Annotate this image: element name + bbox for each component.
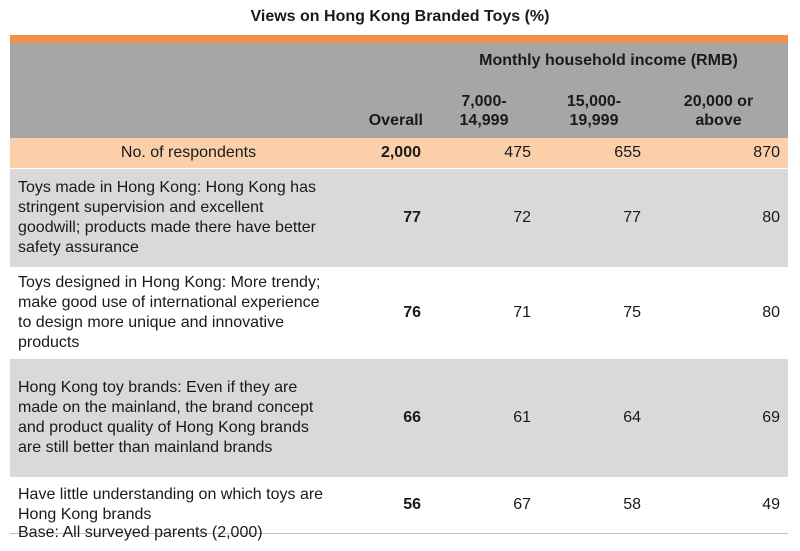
- table-cell: 61: [429, 359, 539, 477]
- table-header: Monthly household income (RMB) Overall 7…: [10, 43, 788, 138]
- table-cell: 77: [539, 168, 649, 267]
- table-title: Views on Hong Kong Branded Toys (%): [250, 8, 550, 25]
- base-note: Base: All surveyed parents (2,000): [18, 524, 263, 541]
- income-band-header: 7,000- 14,999: [429, 72, 539, 138]
- table-cell: 66: [335, 359, 429, 477]
- table-row: Have little understanding on which toys …: [10, 477, 788, 534]
- income-band-header: 20,000 or above: [649, 72, 788, 138]
- table-cell: 80: [649, 168, 788, 267]
- header-empty-cell: [335, 43, 429, 72]
- table-cell: 80: [762, 304, 780, 321]
- table-cell: 76: [403, 304, 421, 321]
- income-band-line: 20,000 or: [683, 93, 754, 110]
- income-band-line: above: [695, 112, 742, 129]
- row-label: Hong Kong toy brands: Even if they are m…: [10, 359, 335, 477]
- income-band-line: 7,000-: [461, 93, 507, 110]
- table-cell: 475: [429, 138, 539, 169]
- respondents-label: No. of respondents: [10, 138, 335, 169]
- table-row: Hong Kong toy brands: Even if they are m…: [10, 359, 788, 477]
- respondents-row: No. of respondents 2,000 475 655 870: [10, 138, 788, 169]
- table-cell: 71: [513, 304, 531, 321]
- income-band-header: 15,000- 19,999: [539, 72, 649, 138]
- table-cell: 58: [539, 477, 649, 534]
- income-band-line: 14,999: [459, 112, 509, 129]
- accent-bar: [10, 35, 788, 43]
- table-cell: 67: [429, 477, 539, 534]
- income-band-line: 19,999: [569, 112, 619, 129]
- table-cell: 655: [539, 138, 649, 169]
- table-cell: 69: [649, 359, 788, 477]
- table-cell: 49: [649, 477, 788, 534]
- row-label: Toys designed in Hong Kong: More trendy;…: [18, 274, 321, 351]
- row-label: Have little understanding on which toys …: [10, 477, 335, 534]
- table-cell: 2,000: [335, 138, 429, 169]
- overall-header: Overall: [335, 72, 429, 138]
- table-row: Toys designed in Hong Kong: More trendy;…: [10, 267, 788, 359]
- table-cell: 56: [335, 477, 429, 534]
- income-group-header: Monthly household income (RMB): [429, 43, 788, 72]
- table-cell: 77: [335, 168, 429, 267]
- table-cell: 870: [649, 138, 788, 169]
- row-label: Toys made in Hong Kong: Hong Kong has st…: [10, 168, 335, 267]
- header-empty-cell: [10, 43, 335, 72]
- table-cell: 75: [623, 304, 641, 321]
- income-band-line: 15,000-: [566, 93, 622, 110]
- table-cell: 72: [429, 168, 539, 267]
- table-row: Toys made in Hong Kong: Hong Kong has st…: [10, 168, 788, 267]
- header-empty-cell: [10, 72, 335, 138]
- survey-table: Monthly household income (RMB) Overall 7…: [10, 43, 788, 534]
- table-cell: 64: [539, 359, 649, 477]
